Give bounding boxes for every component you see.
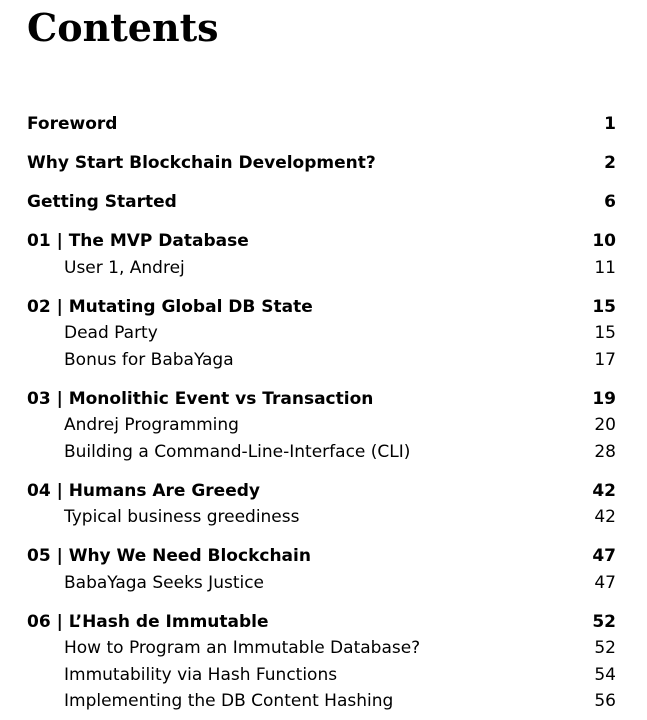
chapter-entry-page: 47 <box>592 546 616 566</box>
section-entry-label: Implementing the DB Content Hashing <box>64 691 394 711</box>
chapter-entry-page: 15 <box>592 296 616 317</box>
chapter-entry-page: 2 <box>604 153 616 173</box>
section-entry-label: How to Program an Immutable Database? <box>64 638 421 658</box>
section-entry-page: 20 <box>594 415 616 435</box>
chapter-entry-label: 05 | Why We Need Blockchain <box>27 546 311 566</box>
section-entry: Typical business greediness 42 <box>64 506 616 528</box>
section-entry-label: User 1, Andrej <box>64 257 185 278</box>
section-entry-page: 54 <box>594 664 616 685</box>
section-entry-label: BabaYaga Seeks Justice <box>64 572 265 593</box>
section-entry-label: Andrej Programming <box>64 415 239 435</box>
section-entry-label: Dead Party <box>64 323 158 343</box>
section-entry-page: 52 <box>594 638 616 658</box>
chapter-entry: 06 | L’Hash de Immutable 52 <box>27 611 616 633</box>
section-entry-label: Immutability via Hash Functions <box>64 664 338 685</box>
chapter-entry: Getting Started 6 <box>27 191 616 213</box>
chapter-entry-label: Why Start Blockchain Development? <box>27 153 376 173</box>
chapter-entry-label: 02 | Mutating Global DB State <box>27 296 313 317</box>
section-entry-page: 17 <box>594 349 616 370</box>
section-entry: Bonus for BabaYaga 17 <box>64 349 616 371</box>
chapter-entry: 05 | Why We Need Blockchain 47 <box>27 545 616 567</box>
title: Contents <box>27 5 219 50</box>
chapter-entry-label: 03 | Monolithic Event vs Transaction <box>27 388 374 409</box>
section-entry-label: Typical business greediness <box>64 507 300 527</box>
chapter-entry: 04 | Humans Are Greedy 42 <box>27 480 616 502</box>
section-entry: Immutability via Hash Functions 54 <box>64 664 616 686</box>
chapter-entry: 03 | Monolithic Event vs Transaction 19 <box>27 388 616 410</box>
section-entry: BabaYaga Seeks Justice 47 <box>64 572 616 594</box>
chapter-entry-label: Foreword <box>27 114 118 134</box>
section-entry-label: Building a Command-Line-Interface (CLI) <box>64 441 411 462</box>
section-entry-page: 28 <box>594 441 616 462</box>
chapter-entry-page: 19 <box>592 388 616 409</box>
section-entry-page: 47 <box>594 572 616 593</box>
section-entry-page: 11 <box>594 257 616 278</box>
chapter-entry-page: 10 <box>592 231 616 251</box>
chapter-entry-page: 42 <box>592 480 616 501</box>
section-entry: User 1, Andrej 11 <box>64 257 616 279</box>
chapter-entry-page: 1 <box>604 114 616 134</box>
chapter-entry-page: 52 <box>592 611 616 632</box>
chapter-entry-label: 04 | Humans Are Greedy <box>27 480 260 501</box>
section-entry-label: Bonus for BabaYaga <box>64 349 234 370</box>
chapter-entry: Foreword 1 <box>27 113 616 135</box>
section-entry: Dead Party 15 <box>64 322 616 344</box>
section-entry: Building a Command-Line-Interface (CLI) 2… <box>64 441 616 463</box>
chapter-entry-label: 01 | The MVP Database <box>27 231 249 251</box>
section-entry-page: 56 <box>594 691 616 711</box>
section-entry: How to Program an Immutable Database? 52 <box>64 637 616 659</box>
section-entry-page: 42 <box>594 507 616 527</box>
chapter-entry: Why Start Blockchain Development? 2 <box>27 152 616 174</box>
chapter-entry: 01 | The MVP Database 10 <box>27 230 616 252</box>
chapter-entry: 02 | Mutating Global DB State 15 <box>27 296 616 318</box>
chapter-entry-page: 6 <box>604 192 616 212</box>
chapter-entry-label: 06 | L’Hash de Immutable <box>27 611 269 632</box>
section-entry: Andrej Programming 20 <box>64 414 616 436</box>
section-entry: Implementing the DB Content Hashing 56 <box>64 690 616 712</box>
section-entry-page: 15 <box>594 323 616 343</box>
chapter-entry-label: Getting Started <box>27 192 177 212</box>
